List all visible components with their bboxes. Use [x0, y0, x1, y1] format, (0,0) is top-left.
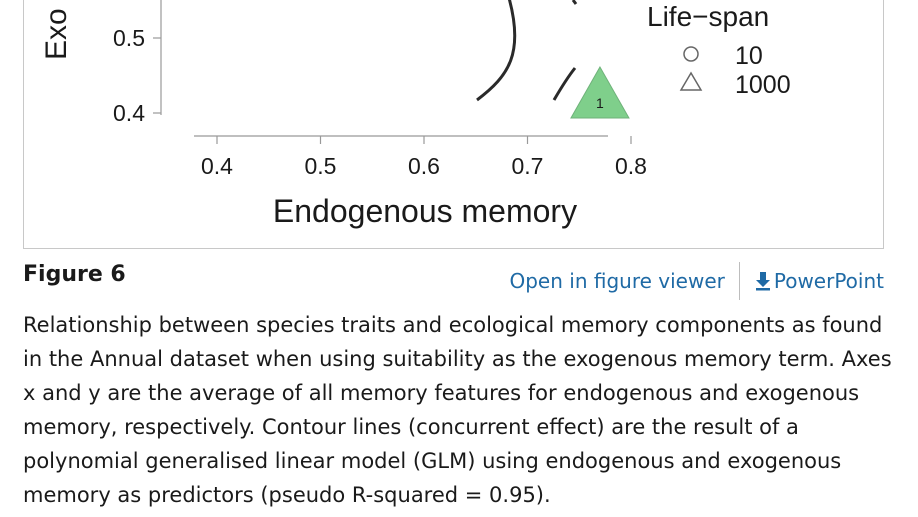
contour-line: [476, 0, 517, 102]
legend: Life−span 10 1000: [647, 1, 791, 99]
data-point-triangle: [570, 65, 630, 119]
contour-line: [552, 67, 577, 101]
x-axis-label: Endogenous memory: [273, 193, 577, 229]
figure-caption: Relationship between species traits and …: [23, 313, 892, 507]
contour-line: [571, 0, 578, 5]
open-figure-viewer-link[interactable]: Open in figure viewer: [509, 269, 725, 293]
x-tick-label: 0.8: [615, 153, 647, 179]
legend-title: Life−span: [647, 1, 769, 32]
x-tick-label: 0.7: [512, 153, 544, 179]
x-tick-label: 0.6: [408, 153, 440, 179]
x-tick-label: 0.5: [305, 153, 337, 179]
y-tick-label: 0.5: [113, 25, 145, 51]
data-point-label: 1: [596, 95, 604, 111]
y-axis-label: Exo: [40, 8, 73, 60]
figure-actions: Open in figure viewer PowerPoint: [509, 262, 884, 300]
legend-entry-label: 1000: [735, 71, 791, 99]
scatter-plot: Exo 0.5 0.4 0.4 0.5 0.6 0.7 0.8 Endogenous m…: [40, 0, 791, 229]
x-tick-label: 0.4: [201, 153, 233, 179]
powerpoint-download-link[interactable]: PowerPoint: [754, 269, 884, 293]
figure-image: Exo 0.5 0.4 0.4 0.5 0.6 0.7 0.8 Endogenous m…: [23, 0, 884, 249]
y-tick-label: 0.4: [113, 100, 145, 126]
legend-triangle-marker: [679, 71, 703, 91]
legend-entry-label: 10: [735, 42, 763, 70]
action-divider: [738, 262, 740, 300]
download-icon: [755, 272, 770, 291]
legend-circle-marker: [683, 46, 699, 62]
powerpoint-label: PowerPoint: [773, 269, 884, 293]
figure-title: Figure 6: [23, 262, 126, 287]
